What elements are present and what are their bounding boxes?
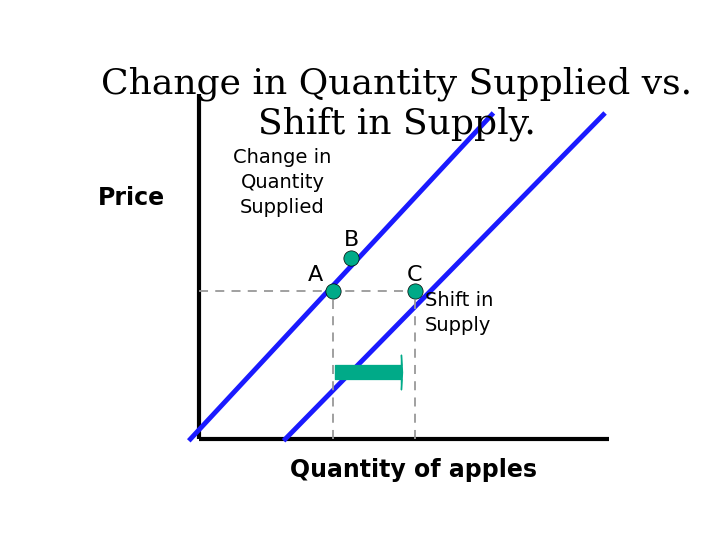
Text: B: B <box>344 230 359 250</box>
Text: Change in
Quantity
Supplied: Change in Quantity Supplied <box>233 148 332 217</box>
Text: Shift in
Supply: Shift in Supply <box>425 292 493 335</box>
Text: Change in Quantity Supplied vs.
Shift in Supply.: Change in Quantity Supplied vs. Shift in… <box>102 67 693 141</box>
Text: Quantity of apples: Quantity of apples <box>290 458 537 482</box>
Text: C: C <box>407 265 423 285</box>
Text: A: A <box>308 265 323 285</box>
Text: Price: Price <box>99 186 166 210</box>
